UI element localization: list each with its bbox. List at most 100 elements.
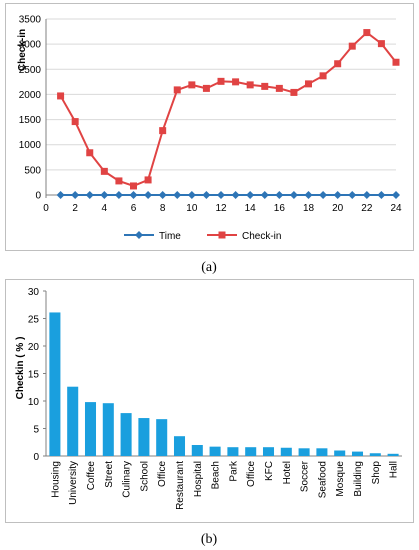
- y-tick-label: 0: [35, 191, 41, 202]
- bar: [102, 403, 114, 456]
- x-tick-label: Seafood: [317, 461, 328, 498]
- data-point: [348, 42, 356, 50]
- panel-a-frame: [5, 3, 414, 251]
- bar: [49, 312, 61, 456]
- y-tick-label: 1500: [19, 115, 42, 126]
- data-point: [305, 80, 312, 88]
- data-point: [333, 191, 342, 199]
- data-point: [173, 191, 182, 199]
- x-tick-label: KFC: [264, 461, 275, 481]
- x-tick-label: Coffee: [86, 461, 97, 491]
- x-tick-label: Hospital: [193, 461, 204, 497]
- x-tick-label: Office: [246, 461, 257, 487]
- x-tick-label: 10: [186, 203, 198, 214]
- data-point: [173, 86, 181, 94]
- x-tick-label: 18: [303, 203, 315, 214]
- bar-chart: 0 5 10 15 20 25 30 Housing University Coffee Stree…: [28, 287, 402, 510]
- data-point: [261, 82, 269, 90]
- x-tick-label: 20: [332, 203, 344, 214]
- data-point: [289, 191, 298, 199]
- data-point: [290, 88, 298, 96]
- y-tick-label: 0: [33, 452, 39, 463]
- data-point: [232, 78, 240, 86]
- bar: [316, 448, 328, 456]
- data-point: [377, 40, 385, 48]
- data-point: [362, 191, 371, 199]
- bar: [173, 436, 186, 456]
- bar: [245, 447, 257, 456]
- data-point: [392, 58, 400, 66]
- data-point: [159, 127, 167, 135]
- bar: [209, 446, 221, 456]
- data-point: [129, 191, 138, 199]
- y-tick-label: 2500: [19, 65, 42, 76]
- y-tick-label: 20: [28, 342, 40, 353]
- data-point: [71, 118, 79, 126]
- bar: [67, 386, 79, 456]
- data-point: [188, 81, 196, 89]
- x-tick-label: 16: [274, 203, 286, 214]
- x-tick-label: Culinary: [122, 461, 133, 498]
- data-point: [231, 191, 240, 199]
- x-tick-label: 14: [245, 203, 257, 214]
- data-point: [304, 191, 313, 199]
- x-tick-label: Shop: [371, 461, 382, 485]
- data-point: [392, 191, 400, 199]
- legend-a: Time Check-in: [124, 231, 281, 242]
- x-tick-label: Hotel: [282, 461, 293, 484]
- x-tick-label: Restaurant: [175, 461, 186, 510]
- x-tick-label: Office: [157, 461, 168, 487]
- data-point: [246, 81, 254, 89]
- y-axis-label-a: Check-in: [17, 29, 28, 71]
- x-tick-label: 6: [131, 203, 137, 214]
- x-tick-label: Hall: [389, 461, 400, 478]
- legend-time-marker: [135, 231, 143, 239]
- x-tick-label: 0: [43, 203, 49, 214]
- x-tick-label: School: [139, 461, 150, 492]
- x-tick-label: University: [68, 461, 79, 505]
- legend-checkin-marker: [218, 231, 226, 239]
- x-tick-label: 24: [390, 203, 402, 214]
- y-tick-label: 5: [33, 425, 39, 436]
- x-tick-label: 8: [160, 203, 166, 214]
- x-tick-label: 2: [72, 203, 78, 214]
- bar: [138, 418, 150, 456]
- x-tick-label: 4: [102, 203, 108, 214]
- data-point: [144, 176, 152, 184]
- data-point: [187, 191, 196, 199]
- bar: [227, 447, 239, 456]
- series-line-check-in: [59, 31, 397, 188]
- data-point: [334, 60, 342, 68]
- y-tick-label: 1000: [19, 140, 42, 151]
- data-point: [100, 167, 108, 175]
- x-tick-label: Street: [104, 461, 115, 488]
- x-tick-label: Beach: [211, 461, 222, 489]
- x-tick-label: Housing: [50, 461, 61, 498]
- data-point: [57, 92, 65, 100]
- bar: [387, 453, 399, 456]
- data-point: [348, 191, 357, 199]
- bar: [334, 450, 346, 456]
- bar: [156, 419, 168, 456]
- bar: [84, 402, 97, 456]
- bar: [298, 448, 310, 456]
- data-point: [275, 84, 283, 92]
- data-point: [100, 191, 109, 199]
- y-tick-label: 30: [28, 287, 40, 298]
- y-tick-label: 15: [28, 370, 40, 381]
- bar: [191, 445, 203, 456]
- y-tick-label: 25: [28, 315, 40, 326]
- y-tick-label: 500: [24, 165, 41, 176]
- bar: [351, 451, 364, 456]
- x-tick-label: 12: [215, 203, 227, 214]
- y-tick-label: 3000: [19, 40, 42, 51]
- data-point: [86, 149, 94, 157]
- data-point: [217, 77, 225, 85]
- data-point: [71, 191, 80, 199]
- data-point: [217, 191, 225, 199]
- data-point: [363, 29, 371, 37]
- caption-a: (a): [201, 260, 217, 275]
- data-point: [319, 72, 327, 80]
